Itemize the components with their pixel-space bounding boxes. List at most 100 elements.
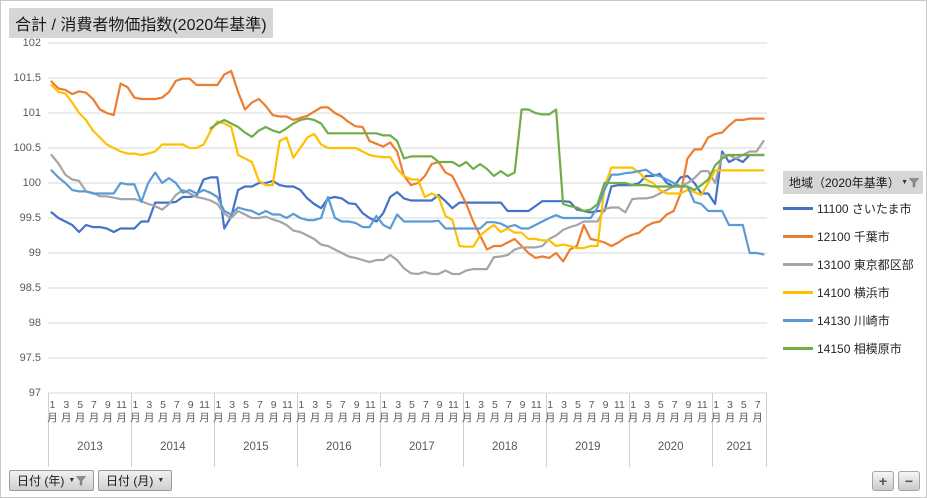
series-line-11100 <box>50 150 765 234</box>
x-axis-year-label: 2013 <box>77 441 103 453</box>
x-axis-year-label: 2016 <box>326 441 352 453</box>
x-axis-month-label: 9 月 <box>268 399 279 424</box>
x-axis-month-label: 7 月 <box>88 399 100 424</box>
series-line-14100 <box>50 83 765 250</box>
y-axis-label: 99.5 <box>19 212 41 224</box>
x-axis-month-label: 9 月 <box>185 399 196 424</box>
x-axis-month-label: 5 月 <box>74 399 86 424</box>
legend-item-label: 14150 相模原市 <box>817 341 902 356</box>
x-axis-month-label: 3 月 <box>309 399 321 424</box>
x-axis-month-label: 5 月 <box>489 399 501 424</box>
legend-item-12100: 12100 千葉市 <box>783 222 923 250</box>
legend-field-button[interactable]: 地域（2020年基準） ▼ <box>783 171 923 194</box>
x-axis-month-label: 1 月 <box>296 399 307 424</box>
chart-title: 合計 / 消費者物価指数(2020年基準) <box>9 8 273 38</box>
y-axis-label: 101 <box>22 107 41 119</box>
date-month-field-button[interactable]: 日付 (月) ▼ <box>98 470 173 491</box>
x-axis-month-label: 9 月 <box>600 399 611 424</box>
x-axis-month-label: 3 月 <box>61 399 72 424</box>
x-axis-month-label: 11 月 <box>696 399 708 424</box>
x-axis-month-label: 7 月 <box>337 399 349 424</box>
x-axis-year-label: 2020 <box>657 441 684 453</box>
x-axis-month-label: 1 月 <box>213 399 224 424</box>
x-axis-month-label: 5 月 <box>572 399 584 424</box>
x-axis-month-label: 1 月 <box>462 399 473 424</box>
x-axis-month-label: 7 月 <box>752 399 763 424</box>
legend: 地域（2020年基準） ▼ 11100 さいたま市 12100 千葉市 13100 … <box>783 171 923 362</box>
x-axis-year-label: 2015 <box>243 441 269 453</box>
date-year-field-label: 日付 (年) <box>17 474 65 488</box>
x-axis-month-label: 3 月 <box>724 399 736 424</box>
legend-item-13100: 13100 東京都区部 <box>783 250 923 278</box>
x-axis-month-label: 11 月 <box>116 399 128 424</box>
legend-swatch-icon <box>783 318 813 322</box>
y-axis-label: 98 <box>28 317 41 329</box>
y-axis-label: 98.5 <box>19 282 41 294</box>
y-axis-label: 102 <box>22 37 41 49</box>
x-axis-month-label: 9 月 <box>683 399 694 424</box>
date-year-field-button[interactable]: 日付 (年) ▼ <box>9 470 95 491</box>
series-line-13100 <box>50 139 765 276</box>
y-axis-label: 97.5 <box>19 352 41 364</box>
dropdown-arrow-icon: ▼ <box>901 179 908 186</box>
legend-item-label: 13100 東京都区部 <box>817 257 914 272</box>
legend-item-label: 14130 川崎市 <box>817 313 890 328</box>
x-axis-month-label: 11 月 <box>447 399 459 424</box>
x-axis-month-label: 7 月 <box>171 399 183 424</box>
x-axis-month-label: 1 月 <box>544 399 556 424</box>
x-axis-month-label: 5 月 <box>323 399 335 424</box>
legend-swatch-icon <box>783 262 813 266</box>
x-axis-month-label: 3 月 <box>143 399 155 424</box>
x-axis-month-label: 3 月 <box>475 399 487 424</box>
y-axis-label: 101.5 <box>13 72 41 84</box>
x-axis-month-label: 3 月 <box>392 399 404 424</box>
series-line-12100 <box>50 69 765 263</box>
x-axis-month-label: 1 月 <box>710 399 722 424</box>
x-axis-year-label: 2017 <box>409 441 435 453</box>
filter-icon <box>909 177 919 187</box>
legend-item-14100: 14100 横浜市 <box>783 278 923 306</box>
series-line-14150 <box>209 108 765 213</box>
x-axis-month-label: 1 月 <box>379 399 390 424</box>
x-axis-month-label: 3 月 <box>226 399 238 424</box>
x-axis-month-label: 11 月 <box>365 399 376 424</box>
x-axis-month-label: 9 月 <box>434 399 445 424</box>
legend-swatch-icon <box>783 234 813 238</box>
zoom-out-button[interactable]: − <box>898 471 920 491</box>
legend-item-11100: 11100 さいたま市 <box>783 194 923 222</box>
x-axis-year-label: 2018 <box>491 441 518 453</box>
x-axis-month-label: 1 月 <box>130 399 141 424</box>
legend-swatch-icon <box>783 346 813 350</box>
x-axis-month-label: 5 月 <box>240 399 252 424</box>
x-axis-month-label: 7 月 <box>503 399 514 424</box>
legend-field-label: 地域（2020年基準） <box>789 176 900 190</box>
x-axis-month-label: 11 月 <box>530 399 542 424</box>
x-axis-month-label: 3 月 <box>641 399 653 424</box>
legend-item-14130: 14130 川崎市 <box>783 306 923 334</box>
x-axis-year-label: 2021 <box>726 441 753 453</box>
x-axis-month-label: 5 月 <box>738 399 750 424</box>
zoom-in-button[interactable]: + <box>872 471 894 491</box>
x-axis-month-label: 11 月 <box>282 399 293 424</box>
x-axis-month-label: 3 月 <box>558 399 570 424</box>
dropdown-arrow-icon: ▼ <box>157 477 165 484</box>
x-axis-month-label: 9 月 <box>517 399 528 424</box>
legend-item-label: 14100 横浜市 <box>817 285 890 300</box>
x-axis-month-label: 7 月 <box>586 399 597 424</box>
x-axis-month-label: 5 月 <box>655 399 667 424</box>
x-axis-month-label: 11 月 <box>199 399 210 424</box>
x-axis-month-label: 7 月 <box>420 399 432 424</box>
x-axis-month-label: 5 月 <box>406 399 418 424</box>
filter-icon <box>76 475 87 485</box>
y-axis-label: 100.5 <box>13 142 41 154</box>
